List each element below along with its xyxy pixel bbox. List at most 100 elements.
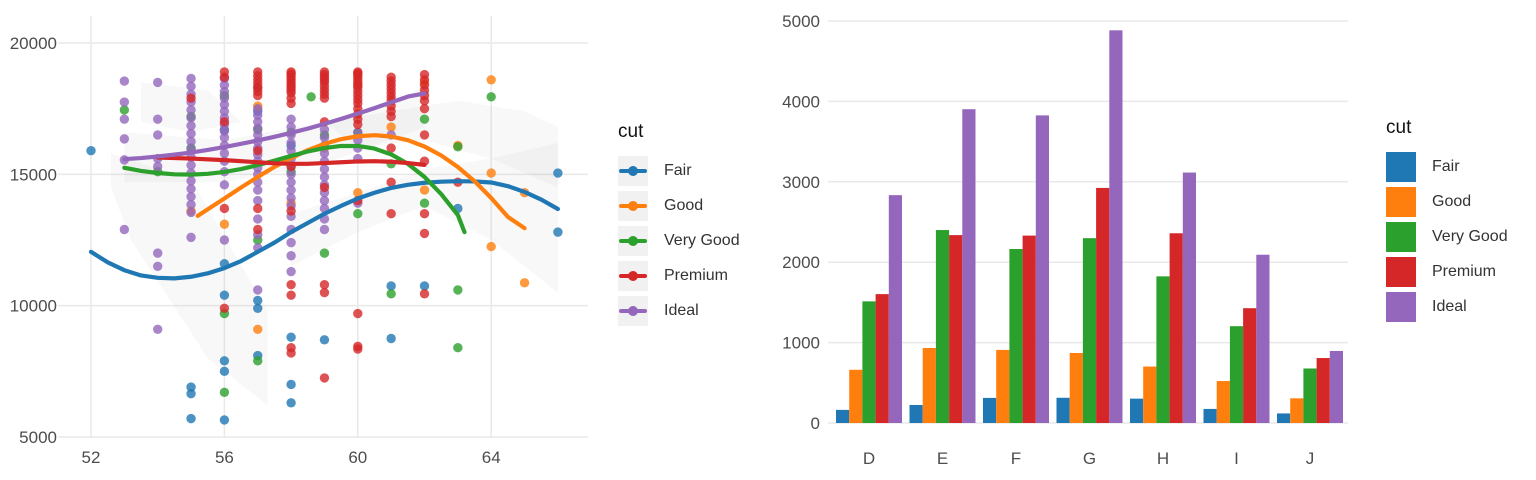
legend-item-good: Good (1386, 187, 1508, 217)
x-tick-label: I (1234, 449, 1239, 468)
data-point (419, 281, 430, 291)
data-point (153, 248, 163, 258)
data-point (486, 241, 496, 252)
bar-H-very-good (1156, 276, 1170, 423)
data-point (219, 100, 230, 110)
legend-label: Good (1432, 193, 1472, 210)
data-point (419, 130, 430, 140)
bar-G-premium (1096, 187, 1110, 423)
data-point (153, 261, 163, 271)
bar-F-ideal (1035, 115, 1049, 424)
bar-I-premium (1243, 308, 1257, 423)
data-point (219, 86, 230, 97)
legend-key-line-point (618, 296, 648, 326)
data-point (186, 388, 196, 399)
data-point (486, 75, 496, 85)
data-point (253, 90, 263, 101)
legend-key-line-point (618, 156, 648, 186)
x-tick-label: J (1306, 449, 1315, 468)
scatter-legend-items: Fair Good Very Good Premium Ideal (618, 156, 740, 326)
data-point (286, 185, 296, 195)
data-point (253, 195, 263, 206)
legend-key-swatch (1386, 152, 1416, 182)
data-point (286, 266, 296, 277)
bar-D-ideal (888, 195, 902, 423)
data-point (219, 387, 230, 398)
y-tick-label: 0 (811, 414, 820, 433)
bar-E-very-good (935, 230, 950, 423)
legend-label: Ideal (664, 302, 699, 319)
data-point (119, 97, 130, 107)
x-tick-label: G (1083, 449, 1096, 468)
legend-item-fair: Fair (1386, 152, 1508, 182)
legend-item-ideal: Ideal (618, 296, 740, 326)
data-point (386, 281, 396, 291)
bar-J-premium (1316, 358, 1330, 423)
legend-label: Fair (1432, 158, 1460, 175)
data-point (319, 287, 330, 298)
data-point (219, 80, 230, 90)
data-point (286, 332, 296, 342)
data-point (253, 285, 263, 295)
bar-E-premium (949, 235, 963, 423)
data-point (286, 206, 296, 216)
legend-item-very-good: Very Good (1386, 222, 1508, 252)
bar-G-good (1069, 352, 1083, 423)
data-point (186, 160, 196, 170)
smooth-line-good (195, 133, 527, 231)
legend-item-premium: Premium (1386, 257, 1508, 287)
x-tick-label: 56 (215, 448, 234, 467)
data-point (419, 209, 430, 219)
data-point (319, 195, 330, 206)
data-point (186, 382, 196, 392)
scatter-points-fair (86, 106, 563, 425)
bar-D-premium (875, 294, 889, 423)
legend-label: Fair (664, 162, 692, 179)
data-point (186, 176, 196, 186)
bar-group-E (909, 109, 976, 424)
data-point (186, 93, 196, 103)
data-point (286, 122, 296, 132)
bar-group-J (1277, 350, 1343, 423)
bar-J-good (1290, 398, 1304, 423)
bar-J-very-good (1303, 368, 1317, 423)
legend-key-line-point (618, 191, 648, 221)
data-point (253, 303, 263, 313)
bar-F-premium (1022, 235, 1036, 423)
confidence-ribbon (291, 142, 558, 293)
data-point (219, 132, 230, 143)
data-point (419, 198, 430, 208)
data-point (253, 110, 263, 120)
data-point (553, 168, 563, 178)
data-point (319, 148, 330, 159)
bar-chart: 0 1000 2000 3000 4000 5000 D E F G H I J (782, 12, 1348, 468)
data-point (386, 111, 396, 122)
data-point (253, 224, 263, 235)
data-point (319, 93, 330, 103)
bar-legend: cut Fair Good Very Good Premium Ideal (1386, 117, 1508, 327)
data-point (419, 96, 430, 106)
data-point (353, 209, 363, 219)
x-tick-label: 60 (348, 448, 367, 467)
data-point (286, 177, 296, 187)
data-point (253, 185, 263, 195)
y-tick-label: 5000 (19, 428, 57, 447)
data-point (219, 290, 230, 300)
data-point (419, 228, 430, 239)
bar-group-D (836, 195, 902, 423)
data-point (286, 114, 296, 124)
data-point (186, 184, 196, 194)
confidence-ribbon (324, 100, 558, 188)
data-point (219, 235, 230, 245)
bar-D-good (849, 369, 863, 423)
data-point (286, 138, 296, 148)
smooth-line-very-good (122, 143, 467, 235)
data-point (386, 143, 396, 153)
scatter-legend-title: cut (618, 121, 644, 142)
bar-H-fair (1130, 398, 1144, 423)
data-point (386, 289, 396, 299)
y-tick-label: 3000 (782, 173, 820, 192)
bar-I-good (1216, 381, 1230, 423)
data-point (186, 128, 196, 139)
data-point (419, 103, 430, 114)
